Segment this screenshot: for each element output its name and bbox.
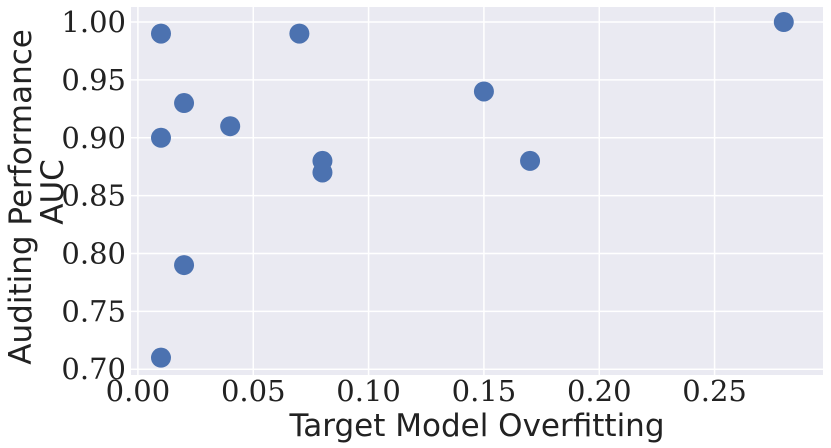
data-point: [520, 150, 541, 171]
data-points: [150, 12, 794, 368]
x-tick-label: 0.20: [567, 374, 632, 408]
data-point: [473, 81, 494, 102]
y-tick-label: 0.70: [61, 352, 126, 386]
y-tick-label: 0.90: [61, 121, 126, 155]
x-tick-label: 0.10: [336, 374, 401, 408]
x-axis-label: Target Model Overfitting: [288, 408, 664, 444]
x-tick-label: 0.00: [106, 374, 171, 408]
data-point: [220, 116, 241, 137]
y-tick-labels: 0.70 0.75 0.80 0.85 0.90 0.95 1.00: [61, 5, 126, 386]
data-point: [773, 12, 794, 33]
y-axis-label-line-1: Auditing Performance: [3, 29, 39, 365]
y-tick-label: 0.75: [61, 294, 126, 328]
data-point: [150, 127, 171, 148]
y-axis-label: Auditing Performance AUC: [3, 19, 71, 364]
x-tick-labels: 0.00 0.05 0.10 0.15 0.20 0.25: [106, 374, 747, 408]
data-point: [174, 255, 195, 276]
grid-lines: [131, 7, 823, 375]
x-tick-label: 0.05: [221, 374, 286, 408]
data-point: [174, 93, 195, 114]
y-tick-label: 1.00: [61, 5, 126, 39]
data-point: [150, 347, 171, 368]
y-tick-label: 0.95: [61, 63, 126, 97]
data-point: [289, 23, 310, 44]
y-tick-label: 0.85: [61, 179, 126, 213]
data-point: [150, 23, 171, 44]
x-tick-label: 0.15: [452, 374, 517, 408]
data-point: [312, 162, 333, 183]
y-tick-label: 0.80: [61, 236, 126, 270]
y-axis-label-line-2: AUC: [35, 159, 71, 225]
x-tick-label: 0.25: [682, 374, 747, 408]
plot-area: [131, 7, 823, 375]
